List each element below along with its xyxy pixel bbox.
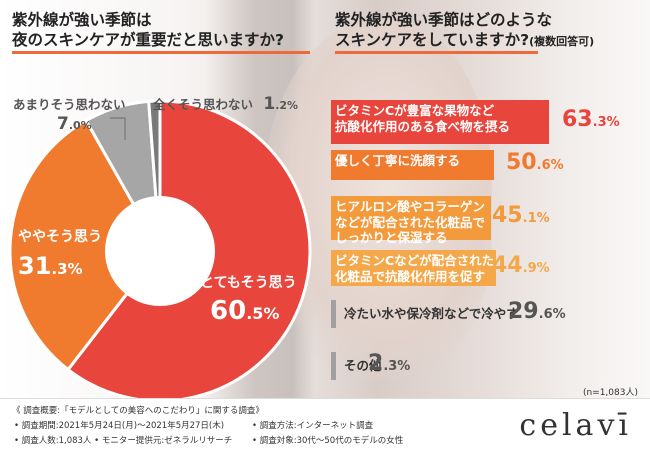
bar-value-4: 29.6%: [508, 299, 566, 324]
pie-label-never-name: 全くそう思わない: [153, 97, 254, 112]
bar-value-2-dec: .1%: [522, 211, 550, 226]
question-1: 紫外線が強い季節は 夜のスキンケアが重要だと思いますか?: [12, 10, 312, 50]
bar-value-1-int: 50: [506, 150, 537, 175]
bar-label-0-line1: ビタミンCが豊富な果物など: [335, 103, 495, 118]
bar-0: [331, 100, 549, 144]
footer-title: 《 調査概要:「モデルとしての美容へのこだわり」に関する調査》: [12, 406, 264, 416]
bar-label-2: ヒアルロン酸やコラーゲン などが配合された化粧品で しっかりと保湿する: [335, 199, 485, 246]
bar-value-0: 63.3%: [562, 107, 620, 132]
question-1-underline: [12, 51, 310, 54]
bar-label-3: ビタミンCなどが配合された 化粧品で抗酸化作用を促す: [335, 253, 494, 284]
bar-label-2-line2: などが配合された化粧品で: [335, 214, 486, 230]
leader-rarely: [110, 117, 126, 140]
bar-label-1-line1: 優しく丁寧に洗顔する: [335, 153, 461, 168]
bar-value-3-int: 44: [492, 253, 523, 278]
footer-period: • 調査期間:2021年5月24日(月)〜2021年5月27日(木): [14, 421, 225, 431]
bar-value-2-int: 45: [492, 203, 523, 228]
pie-slice-1: [8, 118, 162, 372]
bar-label-2-line3: しっかりと保湿する: [335, 230, 448, 245]
pie-label-rarely-name: あまりそう思わない: [13, 97, 126, 112]
bar-value-0-dec: .3%: [592, 115, 620, 130]
footer-target: • 調査対象:30代〜50代のモデルの女性: [252, 436, 404, 446]
question-1-line2: 夜のスキンケアが重要だと思いますか?: [12, 31, 285, 49]
bar-label-5: その他: [344, 358, 382, 374]
bar-4: [331, 300, 336, 328]
question-2-line2: スキンケアをしていますか?: [335, 31, 530, 49]
bar-label-3-line2: 化粧品で抗酸化作用を促す: [335, 268, 486, 284]
footer-count: • 調査人数:1,083人 • モニター提供元:ゼネラルリサーチ: [14, 436, 233, 446]
bar-value-3: 44.9%: [492, 253, 550, 278]
bar-value-4-dec: .6%: [538, 307, 566, 322]
question-2: 紫外線が強い季節はどのような スキンケアをしていますか?(複数回答可): [335, 10, 650, 52]
bar-label-4-line1: 冷たい水や保冷剤などで冷やす: [344, 306, 519, 321]
bar-value-3-dec: .9%: [522, 261, 550, 276]
bar-5: [331, 352, 336, 380]
bar-value-4-int: 29: [508, 299, 539, 324]
question-2-note: (複数回答可): [529, 35, 595, 48]
pie-label-rarely: あまりそう思わない: [13, 94, 126, 113]
footer-method: • 調査方法:インターネット調査: [252, 421, 374, 431]
bar-value-2: 45.1%: [492, 203, 550, 228]
bar-3: [331, 250, 496, 286]
donut-hole: [105, 196, 215, 306]
footer: [0, 398, 650, 450]
bar-label-0-line2: 抗酸化作用のある食べ物を摂る: [335, 118, 511, 134]
pie-label-strongly: とてもそう思う 60.5%: [200, 275, 297, 326]
bar-label-5-line1: その他: [344, 358, 382, 373]
sample-size-note: (n=1,083人): [582, 388, 638, 398]
bar-label-2-line1: ヒアルロン酸やコラーゲン: [335, 199, 485, 214]
bar-2: [331, 196, 491, 240]
bar-value-5-int: 2: [368, 351, 384, 376]
bar-value-1: 50.6%: [506, 150, 564, 175]
bar-label-3-line1: ビタミンCなどが配合された: [335, 253, 495, 268]
celavi-logo: celavī: [519, 408, 632, 443]
donut-chart: [8, 99, 312, 398]
question-2-underline: [335, 51, 538, 54]
bar-label-4: 冷たい水や保冷剤などで冷やす: [344, 306, 519, 322]
question-2-line1: 紫外線が強い季節はどのような: [335, 11, 553, 29]
bar-label-0: ビタミンCが豊富な果物など 抗酸化作用のある食べ物を摂る: [335, 103, 510, 134]
bar-value-0-int: 63: [562, 107, 593, 132]
bar-value-5: 2.3%: [368, 351, 410, 376]
bar-label-1: 優しく丁寧に洗顔する: [335, 153, 460, 169]
bar-1: [331, 150, 494, 180]
bar-value-5-dec: .3%: [383, 359, 411, 374]
pie-value-rarely: 7.0%: [57, 114, 92, 134]
pie-label-never: 全くそう思わない 1.2%: [153, 94, 299, 114]
bar-value-1-dec: .6%: [536, 158, 564, 173]
pie-label-somewhat: ややそう思う 31.3%: [18, 229, 102, 280]
question-1-line1: 紫外線が強い季節は: [12, 11, 152, 29]
